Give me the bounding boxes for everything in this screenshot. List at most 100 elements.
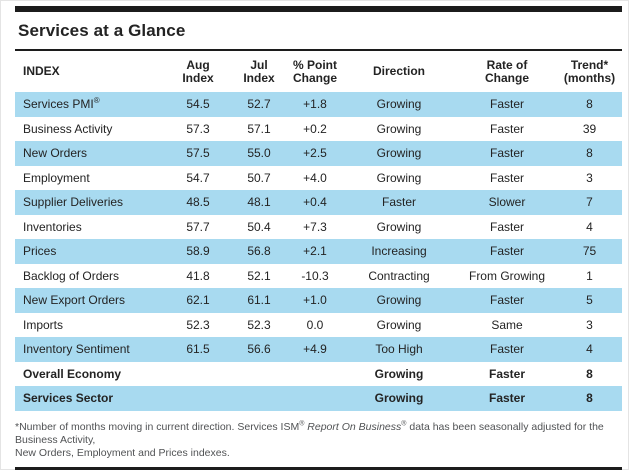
jul-index-value: 52.7 [247, 97, 271, 112]
row-index-label: Supplier Deliveries [23, 195, 124, 210]
aug-index-value: 52.3 [186, 317, 210, 332]
table-row: Inventories 57.7 50.4 +7.3 Growing Faste… [15, 215, 622, 240]
jul-index-value: 61.1 [247, 293, 271, 308]
table-row: Overall Economy Growing Faster 8 [15, 362, 622, 387]
jul-index-value: 56.6 [247, 342, 271, 357]
trend-months-value: 4 [586, 219, 593, 234]
col-header-rate-of-change: Rate of Change [484, 57, 529, 85]
jul-index-value: 52.1 [247, 268, 271, 283]
point-change-value: +2.5 [303, 146, 327, 161]
trend-months-value: 3 [586, 170, 593, 185]
direction-value: Increasing [371, 244, 427, 259]
point-change-value: +1.8 [303, 97, 327, 112]
trend-months-value: 8 [586, 146, 593, 161]
row-index-label: Inventories [23, 219, 82, 234]
report-on-business-title: Report On Business [307, 420, 402, 433]
col-header-index: INDEX [23, 64, 60, 78]
rate-of-change-value: Faster [489, 293, 524, 308]
table-row: Employment 54.7 50.7 +4.0 Growing Faster… [15, 166, 622, 191]
direction-value: Growing [376, 146, 422, 161]
rate-of-change-value: From Growing [468, 268, 545, 283]
table-row: New Export Orders 62.1 61.1 +1.0 Growing… [15, 288, 622, 313]
direction-value: Growing [376, 170, 422, 185]
rate-of-change-value: Faster [489, 146, 524, 161]
top-divider-bar [15, 6, 622, 12]
row-index-label: Services Sector [23, 391, 114, 406]
trend-months-value: 8 [586, 391, 593, 406]
rate-of-change-value: Faster [489, 170, 524, 185]
table-row: Business Activity 57.3 57.1 +0.2 Growing… [15, 117, 622, 142]
direction-value: Contracting [368, 268, 430, 283]
direction-value: Too High [375, 342, 423, 357]
aug-index-value: 61.5 [186, 342, 210, 357]
direction-value: Growing [376, 219, 422, 234]
col-header-point-change: % Point Change [292, 57, 337, 85]
trend-months-value: 8 [586, 366, 593, 381]
point-change-value: +1.0 [303, 293, 327, 308]
aug-index-value: 62.1 [186, 293, 210, 308]
direction-value: Growing [374, 366, 424, 381]
trend-months-value: 39 [582, 121, 597, 136]
rate-of-change-value: Faster [489, 219, 524, 234]
point-change-value: +0.2 [303, 121, 327, 136]
point-change-value: +4.9 [303, 342, 327, 357]
rate-of-change-value: Faster [488, 391, 526, 406]
aug-index-value: 57.3 [186, 121, 210, 136]
table-row: Services PMI® 54.5 52.7 +1.8 Growing Fas… [15, 92, 622, 117]
rate-of-change-value: Faster [489, 121, 524, 136]
row-index-label: New Orders [23, 146, 88, 161]
row-index-label: New Export Orders [23, 293, 126, 308]
rate-of-change-value: Faster [489, 342, 524, 357]
table-row: Prices 58.9 56.8 +2.1 Increasing Faster … [15, 239, 622, 264]
trend-months-value: 8 [586, 97, 593, 112]
table-row: Services Sector Growing Faster 8 [15, 386, 622, 411]
point-change-value: +0.4 [303, 195, 327, 210]
footnote: *Number of months moving in current dire… [15, 420, 604, 459]
rate-of-change-value: Slower [488, 195, 526, 210]
point-change-value: 0.0 [306, 317, 324, 332]
point-change-value: -10.3 [301, 268, 329, 283]
aug-index-value: 54.7 [186, 170, 210, 185]
direction-value: Growing [376, 317, 422, 332]
trend-months-value: 3 [586, 317, 593, 332]
table-row: Inventory Sentiment 61.5 56.6 +4.9 Too H… [15, 337, 622, 362]
direction-value: Growing [376, 293, 422, 308]
point-change-value: +2.1 [303, 244, 327, 259]
direction-value: Growing [374, 391, 424, 406]
jul-index-value: 56.8 [247, 244, 271, 259]
table-body: Services PMI® 54.5 52.7 +1.8 Growing Fas… [15, 92, 622, 411]
jul-index-value: 52.3 [247, 317, 271, 332]
trend-months-value: 7 [586, 195, 593, 210]
row-index-label: Overall Economy [23, 366, 122, 381]
aug-index-value: 41.8 [186, 268, 210, 283]
registered-mark: ® [93, 96, 100, 106]
col-header-jul-index: Jul Index [243, 57, 275, 85]
table-row: New Orders 57.5 55.0 +2.5 Growing Faster… [15, 141, 622, 166]
row-index-label: Employment [23, 170, 90, 185]
table-row: Imports 52.3 52.3 0.0 Growing Same 3 [15, 313, 622, 338]
jul-index-value: 50.4 [247, 219, 271, 234]
title-rule [15, 49, 622, 51]
trend-months-value: 1 [586, 268, 593, 283]
row-index-label: Backlog of Orders [23, 268, 120, 283]
jul-index-value: 50.7 [247, 170, 271, 185]
aug-index-value: 57.7 [186, 219, 210, 234]
table-row: Supplier Deliveries 48.5 48.1 +0.4 Faste… [15, 190, 622, 215]
registered-mark: ® [299, 420, 305, 427]
rate-of-change-value: Faster [489, 244, 524, 259]
jul-index-value: 48.1 [247, 195, 271, 210]
rate-of-change-value: Same [491, 317, 523, 332]
col-header-direction: Direction [372, 64, 425, 78]
rate-of-change-value: Faster [488, 366, 526, 381]
trend-months-value: 75 [582, 244, 597, 259]
col-header-aug-index: Aug Index [182, 57, 214, 85]
row-index-label: Business Activity [23, 121, 113, 136]
row-index-label: Services PMI® [23, 96, 100, 112]
direction-value: Growing [376, 121, 422, 136]
row-index-label: Inventory Sentiment [23, 342, 130, 357]
trend-months-value: 4 [586, 342, 593, 357]
aug-index-value: 48.5 [186, 195, 210, 210]
registered-mark: ® [401, 420, 407, 427]
